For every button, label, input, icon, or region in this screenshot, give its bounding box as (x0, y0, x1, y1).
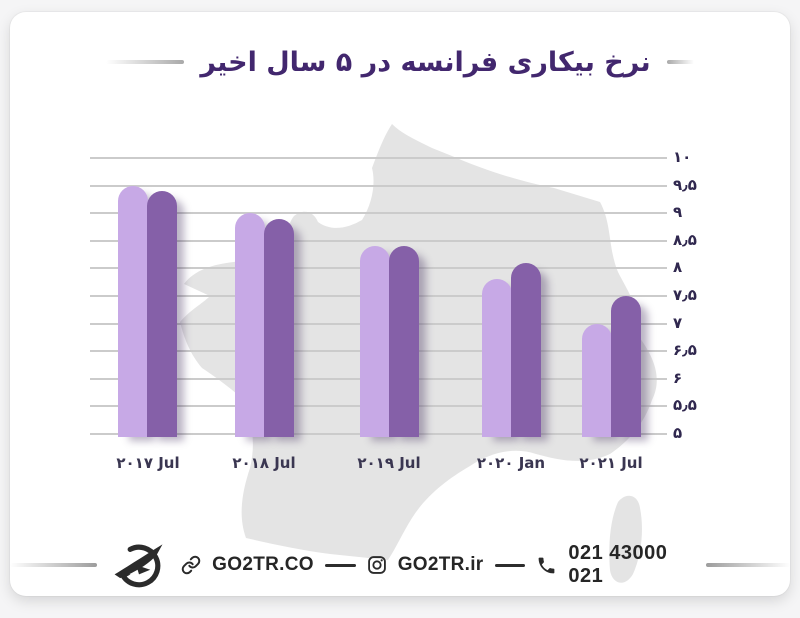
link-icon (181, 555, 201, 575)
chart-title: نرخ بیکاری فرانسه در ۵ سال اخیر (200, 46, 651, 78)
bar-chart: ۱۰ ۹٫۵ ۹ ۸٫۵ ۸ ۷٫۵ ۷ ۶٫۵ ۶ ۵٫۵ ۵ ۲۰۱۷ Jul ۲۰۱۸ Jul ۲… (10, 12, 790, 596)
go2tr-logo (108, 540, 170, 590)
instagram-handle: GO2TR.ir (397, 554, 484, 575)
y-tick-label: ۵ (673, 424, 683, 442)
x-axis-label: ۲۰۱۹ Jul (357, 454, 421, 472)
y-tick-label: ۶ (673, 368, 683, 387)
y-tick-label: ۷٫۵ (673, 286, 697, 304)
x-axis-label: ۲۰۲۰ Jan (476, 454, 546, 472)
y-tick-label: ۸٫۵ (673, 230, 697, 249)
phone-number: 021 43000 021 (568, 542, 668, 587)
bar-light (482, 279, 512, 437)
y-tick-label: ۹٫۵ (673, 175, 697, 194)
y-tick-label: ۷ (673, 313, 683, 332)
footer-separator (324, 563, 356, 567)
gridline (90, 212, 667, 215)
footer-right-line (706, 563, 790, 567)
gridline (90, 157, 667, 159)
bar-light (360, 246, 390, 437)
header: نرخ بیکاری فرانسه در ۵ سال اخیر (10, 40, 790, 84)
footer-left-line (10, 563, 98, 567)
y-tick-label: ۹ (673, 203, 683, 222)
bar-light (118, 185, 148, 437)
bar-dark (611, 296, 641, 437)
infographic-card: نرخ بیکاری فرانسه در ۵ سال اخیر ۱۰ ۹٫۵ ۹ ۸٫… (10, 12, 790, 596)
gridline (90, 239, 667, 242)
gridline (90, 184, 667, 187)
bar-light (582, 323, 612, 437)
footer-separator (494, 563, 526, 567)
x-axis-label: ۲۰۱۸ Jul (232, 454, 296, 472)
y-tick-label: ۶٫۵ (673, 341, 697, 360)
x-axis-label: ۲۰۱۷ Jul (116, 454, 180, 472)
bar-dark (147, 191, 177, 437)
instagram-icon (367, 555, 387, 575)
y-tick-label: ۱۰ (673, 148, 692, 166)
website-link: GO2TR.CO (212, 554, 314, 575)
phone-icon (536, 555, 557, 576)
bar-dark (389, 246, 419, 437)
x-axis-label: ۲۰۲۱ Jul (579, 454, 643, 472)
bar-dark (264, 218, 294, 437)
footer: GO2TR.CO GO2TR.ir 021 43000 021 (10, 540, 790, 590)
bar-light (235, 213, 265, 437)
title-left-line (106, 60, 185, 64)
y-tick-label: ۸ (673, 258, 683, 277)
title-right-line (666, 60, 694, 64)
y-tick-label: ۵٫۵ (673, 396, 697, 415)
bar-dark (511, 262, 541, 437)
